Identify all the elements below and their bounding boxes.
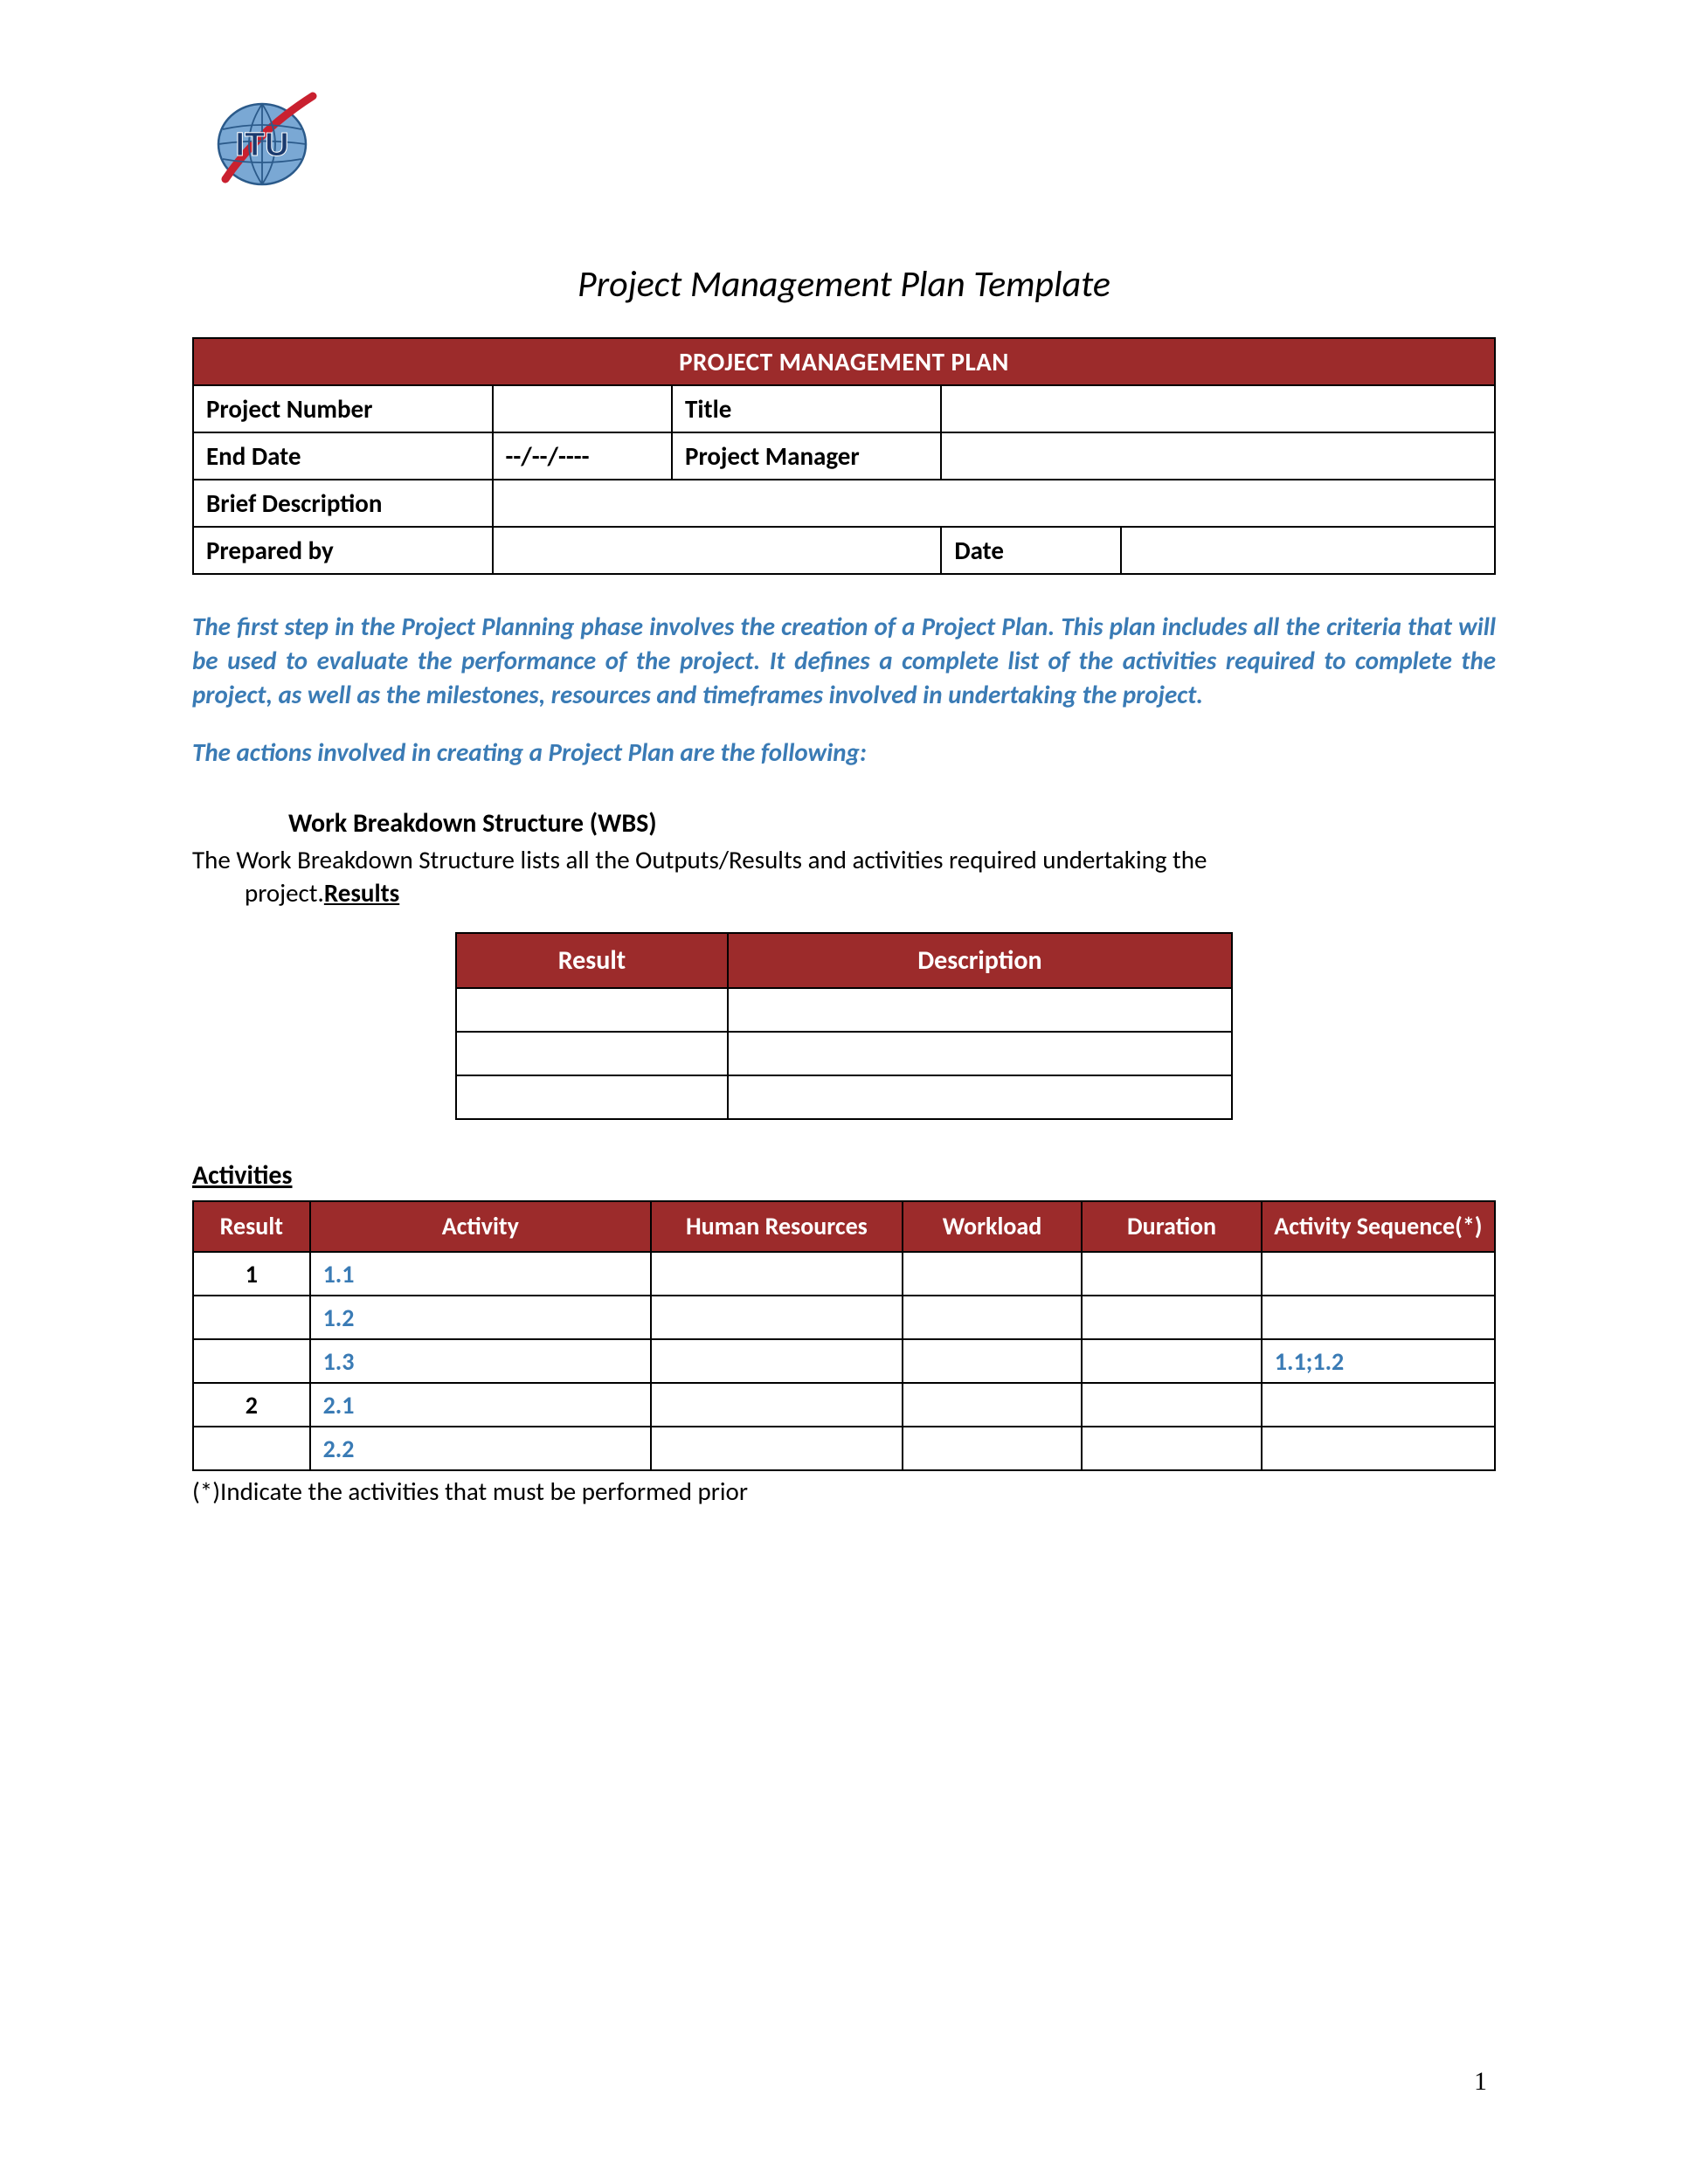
duration-cell[interactable] <box>1082 1427 1262 1470</box>
document-page: ITU Project Management Plan Template PRO… <box>0 0 1688 2184</box>
brief-value[interactable] <box>493 480 1495 527</box>
act-col-0: Result <box>193 1201 310 1252</box>
main-header: PROJECT MANAGEMENT PLAN <box>193 338 1495 385</box>
result-cell: 1 <box>193 1252 310 1296</box>
date-value[interactable] <box>1121 527 1495 574</box>
activity-cell[interactable]: 2.2 <box>310 1427 651 1470</box>
duration-cell[interactable] <box>1082 1339 1262 1383</box>
result-cell <box>193 1339 310 1383</box>
results-cell[interactable] <box>456 988 728 1032</box>
sequence-cell[interactable]: 1.1;1.2 <box>1262 1339 1495 1383</box>
end-date-label: End Date <box>193 432 493 480</box>
pm-value[interactable] <box>941 432 1495 480</box>
results-cell[interactable] <box>728 1032 1232 1075</box>
hr-cell[interactable] <box>651 1427 903 1470</box>
sequence-cell[interactable] <box>1262 1252 1495 1296</box>
table-row: 2 2.1 <box>193 1383 1495 1427</box>
document-title: Project Management Plan Template <box>192 262 1496 307</box>
workload-cell[interactable] <box>903 1383 1083 1427</box>
results-col-1: Description <box>728 933 1232 988</box>
table-row: 1 1.1 <box>193 1252 1495 1296</box>
wbs-text: The Work Breakdown Structure lists all t… <box>192 844 1496 909</box>
activity-cell[interactable]: 1.3 <box>310 1339 651 1383</box>
activities-table: Result Activity Human Resources Workload… <box>192 1200 1496 1471</box>
wbs-heading: Work Breakdown Structure (WBS) <box>288 807 1496 840</box>
results-col-0: Result <box>456 933 728 988</box>
prepared-label: Prepared by <box>193 527 493 574</box>
act-col-5: Activity Sequence(*) <box>1262 1201 1495 1252</box>
workload-cell[interactable] <box>903 1252 1083 1296</box>
result-cell <box>193 1296 310 1339</box>
table-row: 1.3 1.1;1.2 <box>193 1339 1495 1383</box>
results-link[interactable]: Results <box>324 877 399 909</box>
duration-cell[interactable] <box>1082 1252 1262 1296</box>
wbs-line2-prefix: project. <box>245 877 324 909</box>
end-date-value[interactable]: --/--/---- <box>493 432 673 480</box>
date-label: Date <box>941 527 1121 574</box>
page-number: 1 <box>1474 2067 1487 2097</box>
intro-actions: The actions involved in creating a Proje… <box>192 736 1496 768</box>
intro-paragraph: The first step in the Project Planning p… <box>192 610 1496 712</box>
hr-cell[interactable] <box>651 1339 903 1383</box>
results-cell[interactable] <box>728 988 1232 1032</box>
results-cell[interactable] <box>456 1075 728 1119</box>
workload-cell[interactable] <box>903 1339 1083 1383</box>
table-row: 2.2 <box>193 1427 1495 1470</box>
activity-cell[interactable]: 1.1 <box>310 1252 651 1296</box>
result-cell <box>193 1427 310 1470</box>
act-col-4: Duration <box>1082 1201 1262 1252</box>
project-info-table: PROJECT MANAGEMENT PLAN Project Number T… <box>192 337 1496 575</box>
activity-cell[interactable]: 2.1 <box>310 1383 651 1427</box>
workload-cell[interactable] <box>903 1427 1083 1470</box>
act-col-2: Human Resources <box>651 1201 903 1252</box>
hr-cell[interactable] <box>651 1383 903 1427</box>
wbs-line1: The Work Breakdown Structure lists all t… <box>192 844 1207 875</box>
result-cell: 2 <box>193 1383 310 1427</box>
hr-cell[interactable] <box>651 1252 903 1296</box>
duration-cell[interactable] <box>1082 1296 1262 1339</box>
workload-cell[interactable] <box>903 1296 1083 1339</box>
svg-text:ITU: ITU <box>235 127 288 163</box>
project-number-label: Project Number <box>193 385 493 432</box>
project-number-value[interactable] <box>493 385 673 432</box>
brief-label: Brief Description <box>193 480 493 527</box>
results-cell[interactable] <box>456 1032 728 1075</box>
prepared-value[interactable] <box>493 527 942 574</box>
hr-cell[interactable] <box>651 1296 903 1339</box>
results-cell[interactable] <box>728 1075 1232 1119</box>
duration-cell[interactable] <box>1082 1383 1262 1427</box>
itu-logo: ITU <box>210 87 323 192</box>
results-table: Result Description <box>455 932 1233 1120</box>
act-col-1: Activity <box>310 1201 651 1252</box>
activity-cell[interactable]: 1.2 <box>310 1296 651 1339</box>
act-col-3: Workload <box>903 1201 1083 1252</box>
pm-label: Project Manager <box>672 432 941 480</box>
sequence-cell[interactable] <box>1262 1296 1495 1339</box>
title-label: Title <box>672 385 941 432</box>
activities-heading: Activities <box>192 1159 1496 1192</box>
table-row: 1.2 <box>193 1296 1495 1339</box>
sequence-cell[interactable] <box>1262 1383 1495 1427</box>
sequence-cell[interactable] <box>1262 1427 1495 1470</box>
title-value[interactable] <box>941 385 1495 432</box>
footnote: (*)Indicate the activities that must be … <box>192 1476 1496 1507</box>
